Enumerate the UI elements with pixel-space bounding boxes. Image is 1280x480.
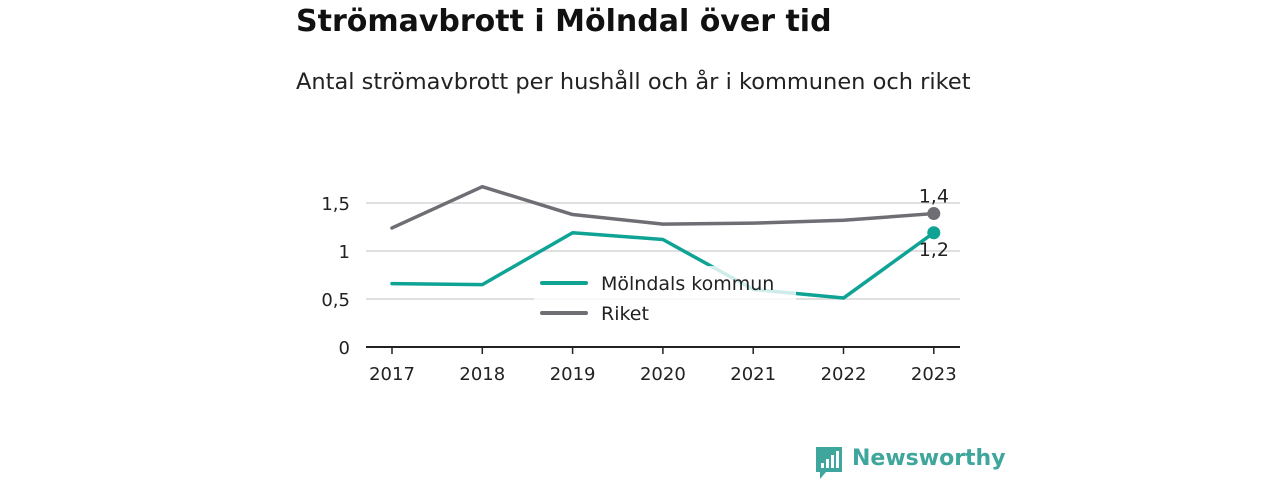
end-marker-kommun <box>927 226 941 240</box>
brand-name: Newsworthy <box>852 446 1006 471</box>
x-tick-label: 2017 <box>369 364 415 385</box>
x-tick-label: 2019 <box>550 364 596 385</box>
series-lines <box>390 184 936 300</box>
end-label-kommun: 1,2 <box>919 239 949 261</box>
end-markers: 1,2 1,4 <box>919 186 949 261</box>
y-tick-label: 1,5 <box>321 194 350 215</box>
y-tick-label: 0 <box>339 338 350 359</box>
end-marker-riket <box>927 207 941 221</box>
legend-label-kommun: Mölndals kommun <box>601 273 774 295</box>
chart-title: Strömavbrott i Mölndal över tid <box>296 4 832 39</box>
newsworthy-logo-icon <box>816 447 842 479</box>
x-axis: 2017 2018 2019 2020 2021 2022 2023 <box>366 346 960 385</box>
series-line-riket <box>390 184 936 230</box>
legend: Mölndals kommun Riket <box>534 266 796 332</box>
x-tick-label: 2020 <box>640 364 686 385</box>
x-tick-label: 2018 <box>459 364 505 385</box>
y-tick-label: 1 <box>339 242 350 263</box>
series-line-kommun <box>390 231 936 300</box>
chart-subtitle: Antal strömavbrott per hushåll och år i … <box>296 69 971 95</box>
legend-label-riket: Riket <box>601 303 649 325</box>
y-tick-label: 0,5 <box>321 290 350 311</box>
x-tick-label: 2022 <box>821 364 867 385</box>
x-tick-label: 2021 <box>730 364 776 385</box>
legend-background <box>534 266 796 332</box>
end-label-riket: 1,4 <box>919 186 949 208</box>
x-tick-label: 2023 <box>911 364 957 385</box>
y-axis-ticks: 0 0,5 1 1,5 <box>321 194 350 359</box>
